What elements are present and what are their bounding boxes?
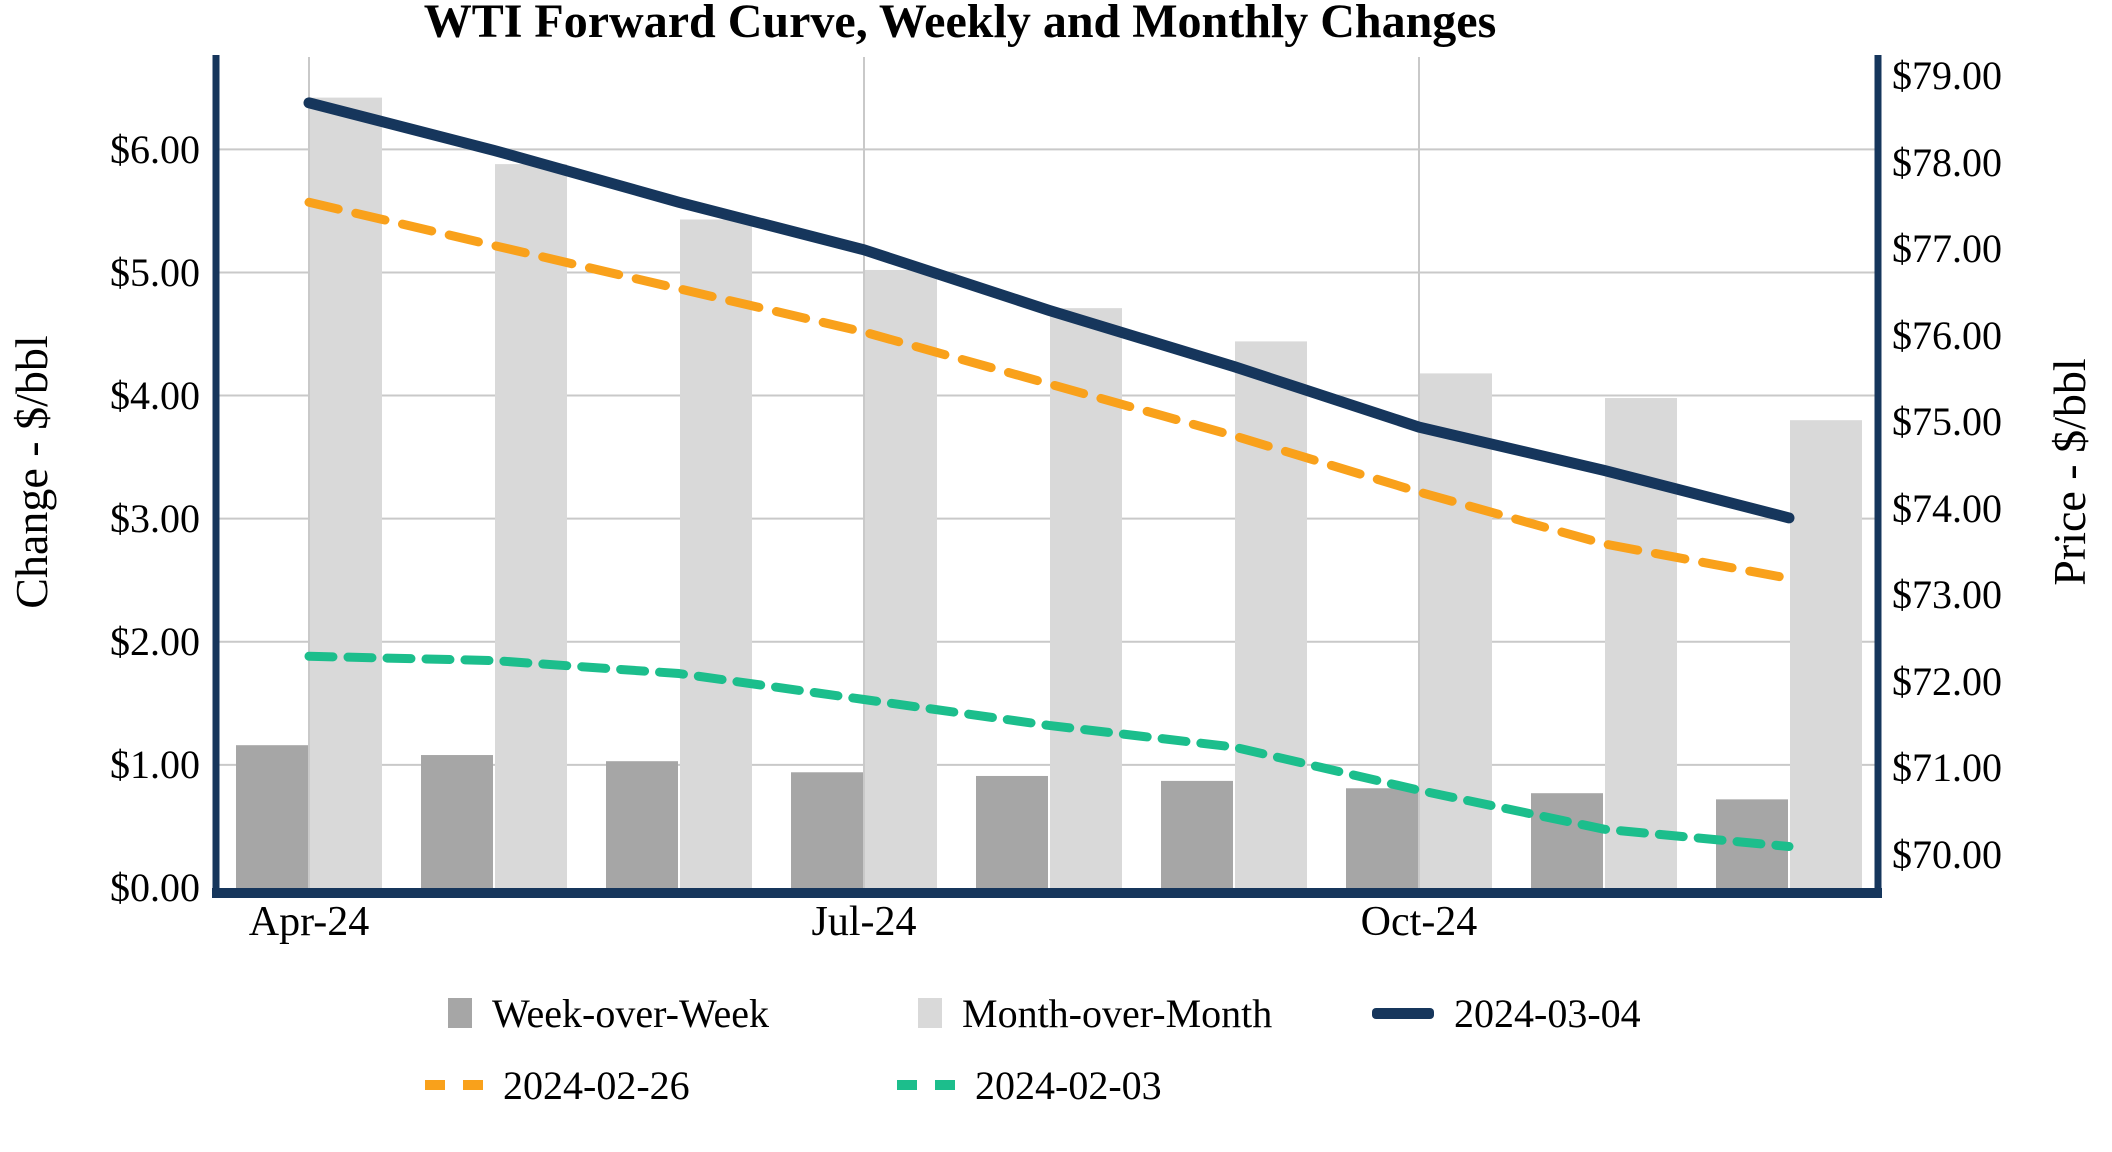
solid-line-swatch-icon xyxy=(1372,1007,1434,1019)
left-tick-2: $2.00 xyxy=(110,619,200,664)
right-tick-5: $75.00 xyxy=(1892,399,2002,444)
chart-title: WTI Forward Curve, Weekly and Monthly Ch… xyxy=(423,0,1497,48)
legend-label: 2024-02-26 xyxy=(503,1062,690,1108)
bar-week-over-week-nov-24 xyxy=(1531,793,1603,890)
line-2024-03-04 xyxy=(303,97,1795,524)
dashed-line-swatch-icon xyxy=(897,1080,955,1090)
week-over-week-swatch-icon xyxy=(448,998,472,1028)
bar-week-over-week-apr-24 xyxy=(236,745,308,890)
bar-week-over-week-jun-24 xyxy=(606,761,678,890)
bar-month-over-month-apr-24 xyxy=(310,97,382,891)
left-tick-6: $6.00 xyxy=(110,127,200,172)
right-axis-title: Price - $/bbl xyxy=(2044,358,2095,586)
bar-week-over-week-oct-24 xyxy=(1346,788,1418,890)
right-tick-6: $76.00 xyxy=(1892,313,2002,358)
left-tick-0: $0.00 xyxy=(110,865,200,910)
right-tick-0: $70.00 xyxy=(1892,832,2002,877)
legend-label: Week-over-Week xyxy=(492,990,770,1036)
right-tick-8: $78.00 xyxy=(1892,140,2002,185)
legend-item-2024-03-04[interactable]: 2024-03-04 xyxy=(1372,988,1641,1038)
bar-week-over-week-sep-24 xyxy=(1161,780,1233,890)
bar-month-over-month-dec-24 xyxy=(1790,420,1862,890)
x-tick-oct-24: Oct-24 xyxy=(1360,899,1478,945)
right-tick-7: $77.00 xyxy=(1892,226,2002,271)
legend-item-week-over-week[interactable]: Week-over-Week xyxy=(448,988,769,1038)
legend-item-2024-02-03[interactable]: 2024-02-03 xyxy=(897,1060,1162,1110)
bar-month-over-month-oct-24 xyxy=(1420,373,1492,890)
bar-week-over-week-aug-24 xyxy=(976,775,1048,890)
left-tick-1: $1.00 xyxy=(110,742,200,787)
left-tick-3: $3.00 xyxy=(110,496,200,541)
month-over-month-swatch-icon xyxy=(918,998,942,1028)
x-tick-jul-24: Jul-24 xyxy=(811,899,917,945)
right-tick-2: $72.00 xyxy=(1892,659,2002,704)
right-tick-1: $71.00 xyxy=(1892,745,2002,790)
x-tick-apr-24: Apr-24 xyxy=(248,899,370,945)
left-tick-5: $5.00 xyxy=(110,250,200,295)
left-axis-title: Change - $/bbl xyxy=(6,335,57,609)
right-tick-3: $73.00 xyxy=(1892,572,2002,617)
legend-item-month-over-month[interactable]: Month-over-Month xyxy=(918,988,1272,1038)
line-2024-02-03 xyxy=(304,651,1794,851)
legend-label: Month-over-Month xyxy=(962,990,1273,1036)
bar-week-over-week-jul-24 xyxy=(791,772,863,890)
legend-item-2024-02-26[interactable]: 2024-02-26 xyxy=(425,1060,690,1110)
bar-month-over-month-jun-24 xyxy=(680,219,752,891)
right-tick-4: $74.00 xyxy=(1892,486,2002,531)
left-tick-4: $4.00 xyxy=(110,373,200,418)
line-2024-02-26 xyxy=(304,197,1794,583)
dashed-line-swatch-icon xyxy=(425,1080,483,1090)
bar-month-over-month-sep-24 xyxy=(1235,341,1307,890)
legend-label: 2024-03-04 xyxy=(1454,990,1641,1036)
legend-label: 2024-02-03 xyxy=(975,1062,1162,1108)
bar-month-over-month-may-24 xyxy=(495,164,567,890)
bar-week-over-week-may-24 xyxy=(421,755,493,890)
bar-month-over-month-jul-24 xyxy=(865,269,937,891)
right-tick-9: $79.00 xyxy=(1892,53,2002,98)
